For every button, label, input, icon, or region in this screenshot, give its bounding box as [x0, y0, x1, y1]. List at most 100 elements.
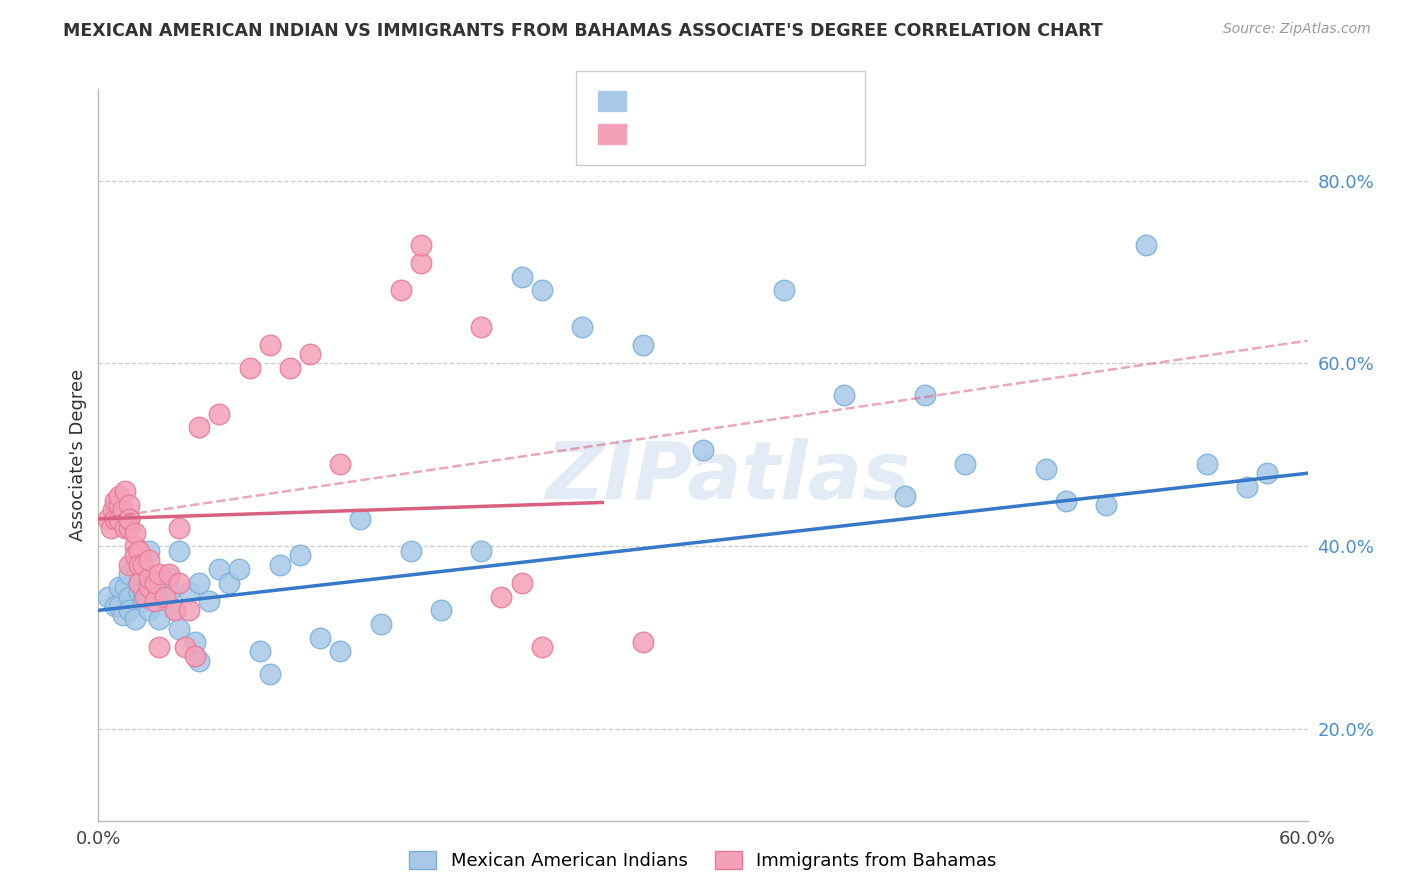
- Point: [309, 631, 332, 645]
- Text: R =  0.291: R = 0.291: [634, 91, 738, 111]
- Point: [179, 603, 201, 617]
- Point: [107, 581, 129, 595]
- Point: [167, 622, 190, 636]
- Text: MEXICAN AMERICAN INDIAN VS IMMIGRANTS FROM BAHAMAS ASSOCIATE'S DEGREE CORRELATIO: MEXICAN AMERICAN INDIAN VS IMMIGRANTS FR…: [63, 22, 1104, 40]
- Point: [953, 457, 976, 471]
- Point: [631, 635, 654, 649]
- Point: [103, 599, 125, 613]
- Point: [107, 498, 129, 512]
- Point: [1035, 461, 1057, 475]
- Point: [124, 613, 146, 627]
- Point: [138, 544, 160, 558]
- Point: [101, 503, 124, 517]
- Point: [914, 388, 936, 402]
- Point: [510, 269, 533, 284]
- Point: [103, 493, 125, 508]
- Point: [97, 512, 120, 526]
- Point: [409, 237, 432, 252]
- Point: [118, 558, 141, 572]
- Point: [631, 338, 654, 352]
- Point: [128, 544, 150, 558]
- Point: [349, 512, 371, 526]
- Point: [103, 512, 125, 526]
- Point: [399, 544, 422, 558]
- Point: [163, 603, 186, 617]
- Point: [148, 613, 170, 627]
- Point: [692, 443, 714, 458]
- Point: [118, 566, 141, 581]
- Point: [571, 320, 593, 334]
- Legend: Mexican American Indians, Immigrants from Bahamas: Mexican American Indians, Immigrants fro…: [402, 844, 1004, 878]
- Point: [118, 512, 141, 526]
- Point: [299, 347, 322, 361]
- Point: [114, 581, 136, 595]
- Point: [893, 489, 915, 503]
- Point: [184, 635, 207, 649]
- Point: [239, 361, 262, 376]
- Point: [288, 549, 311, 563]
- Point: [138, 603, 160, 617]
- Point: [138, 590, 160, 604]
- Text: N = 54: N = 54: [762, 124, 831, 144]
- Point: [124, 558, 146, 572]
- Point: [132, 585, 155, 599]
- Point: [208, 562, 231, 576]
- Point: [163, 603, 186, 617]
- Point: [148, 640, 170, 654]
- Point: [153, 590, 176, 604]
- Point: [329, 457, 352, 471]
- Point: [118, 603, 141, 617]
- Point: [128, 576, 150, 591]
- Point: [278, 361, 301, 376]
- Point: [1195, 457, 1218, 471]
- Point: [118, 590, 141, 604]
- Point: [1054, 493, 1077, 508]
- Point: [510, 576, 533, 591]
- Point: [132, 558, 155, 572]
- Point: [491, 590, 513, 604]
- Point: [249, 644, 271, 658]
- Point: [97, 590, 120, 604]
- Point: [111, 503, 134, 517]
- Point: [124, 539, 146, 553]
- Point: [114, 484, 136, 499]
- Point: [143, 594, 166, 608]
- Point: [157, 566, 180, 581]
- Point: [128, 558, 150, 572]
- Point: [124, 525, 146, 540]
- Point: [107, 512, 129, 526]
- Point: [124, 549, 146, 563]
- Point: [188, 576, 211, 591]
- Point: [259, 667, 281, 681]
- Point: [530, 640, 553, 654]
- Point: [259, 338, 281, 352]
- Point: [167, 576, 190, 591]
- Text: ZIPatlas: ZIPatlas: [544, 438, 910, 516]
- Point: [148, 566, 170, 581]
- Point: [430, 603, 453, 617]
- Point: [269, 558, 291, 572]
- Point: [128, 585, 150, 599]
- Point: [118, 521, 141, 535]
- Point: [188, 654, 211, 668]
- Point: [470, 544, 492, 558]
- Point: [832, 388, 855, 402]
- Point: [218, 576, 240, 591]
- Point: [409, 256, 432, 270]
- Y-axis label: Associate's Degree: Associate's Degree: [69, 368, 87, 541]
- Point: [198, 594, 221, 608]
- Point: [389, 284, 412, 298]
- Point: [138, 553, 160, 567]
- Point: [174, 640, 197, 654]
- Point: [111, 607, 134, 622]
- Point: [179, 585, 201, 599]
- Point: [208, 407, 231, 421]
- Text: R =  0.053: R = 0.053: [634, 124, 738, 144]
- Point: [157, 585, 180, 599]
- Point: [107, 489, 129, 503]
- Point: [118, 498, 141, 512]
- Point: [228, 562, 250, 576]
- Point: [143, 581, 166, 595]
- Point: [107, 599, 129, 613]
- Point: [138, 581, 160, 595]
